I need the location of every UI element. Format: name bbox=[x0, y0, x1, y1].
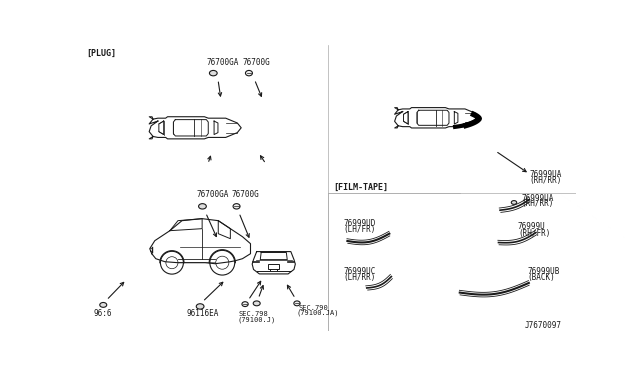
Ellipse shape bbox=[233, 203, 240, 209]
Text: 76999UA: 76999UA bbox=[529, 170, 562, 179]
Ellipse shape bbox=[253, 301, 260, 306]
Text: 76700GA: 76700GA bbox=[206, 58, 239, 67]
Text: (LH/RR): (LH/RR) bbox=[344, 273, 376, 282]
Ellipse shape bbox=[294, 301, 300, 306]
Text: (79100.J): (79100.J) bbox=[237, 317, 276, 323]
Text: 76999U: 76999U bbox=[518, 222, 546, 231]
Text: 76700G: 76700G bbox=[231, 190, 259, 199]
Text: (79100.JA): (79100.JA) bbox=[297, 310, 339, 317]
Text: 76999UB: 76999UB bbox=[527, 267, 559, 276]
Bar bbox=[268, 264, 279, 269]
Text: [FILM-TAPE]: [FILM-TAPE] bbox=[333, 182, 388, 192]
Ellipse shape bbox=[196, 304, 204, 309]
Ellipse shape bbox=[246, 70, 252, 76]
Text: (BACK): (BACK) bbox=[527, 273, 555, 282]
Text: (RH/RR): (RH/RR) bbox=[529, 176, 562, 185]
Ellipse shape bbox=[242, 302, 248, 307]
Ellipse shape bbox=[209, 70, 217, 76]
Text: SEC.790: SEC.790 bbox=[298, 305, 328, 311]
Text: J7670097: J7670097 bbox=[525, 321, 562, 330]
Ellipse shape bbox=[100, 302, 107, 307]
Ellipse shape bbox=[198, 203, 206, 209]
Ellipse shape bbox=[511, 201, 516, 204]
Text: SEC.798: SEC.798 bbox=[239, 311, 269, 317]
Text: (LH/FR): (LH/FR) bbox=[344, 225, 376, 234]
Text: (RH/RR): (RH/RR) bbox=[522, 199, 554, 208]
Text: [PLUG]: [PLUG] bbox=[86, 49, 116, 58]
Text: 96116EA: 96116EA bbox=[187, 310, 220, 318]
Text: 76700G: 76700G bbox=[243, 58, 271, 67]
Text: 76700GA: 76700GA bbox=[196, 190, 228, 199]
Text: 76999UC: 76999UC bbox=[344, 267, 376, 276]
Text: 76999UD: 76999UD bbox=[344, 219, 376, 228]
Text: (RH/FR): (RH/FR) bbox=[518, 229, 550, 238]
Text: 76999UA: 76999UA bbox=[522, 194, 554, 203]
Text: 96:6: 96:6 bbox=[94, 309, 113, 318]
